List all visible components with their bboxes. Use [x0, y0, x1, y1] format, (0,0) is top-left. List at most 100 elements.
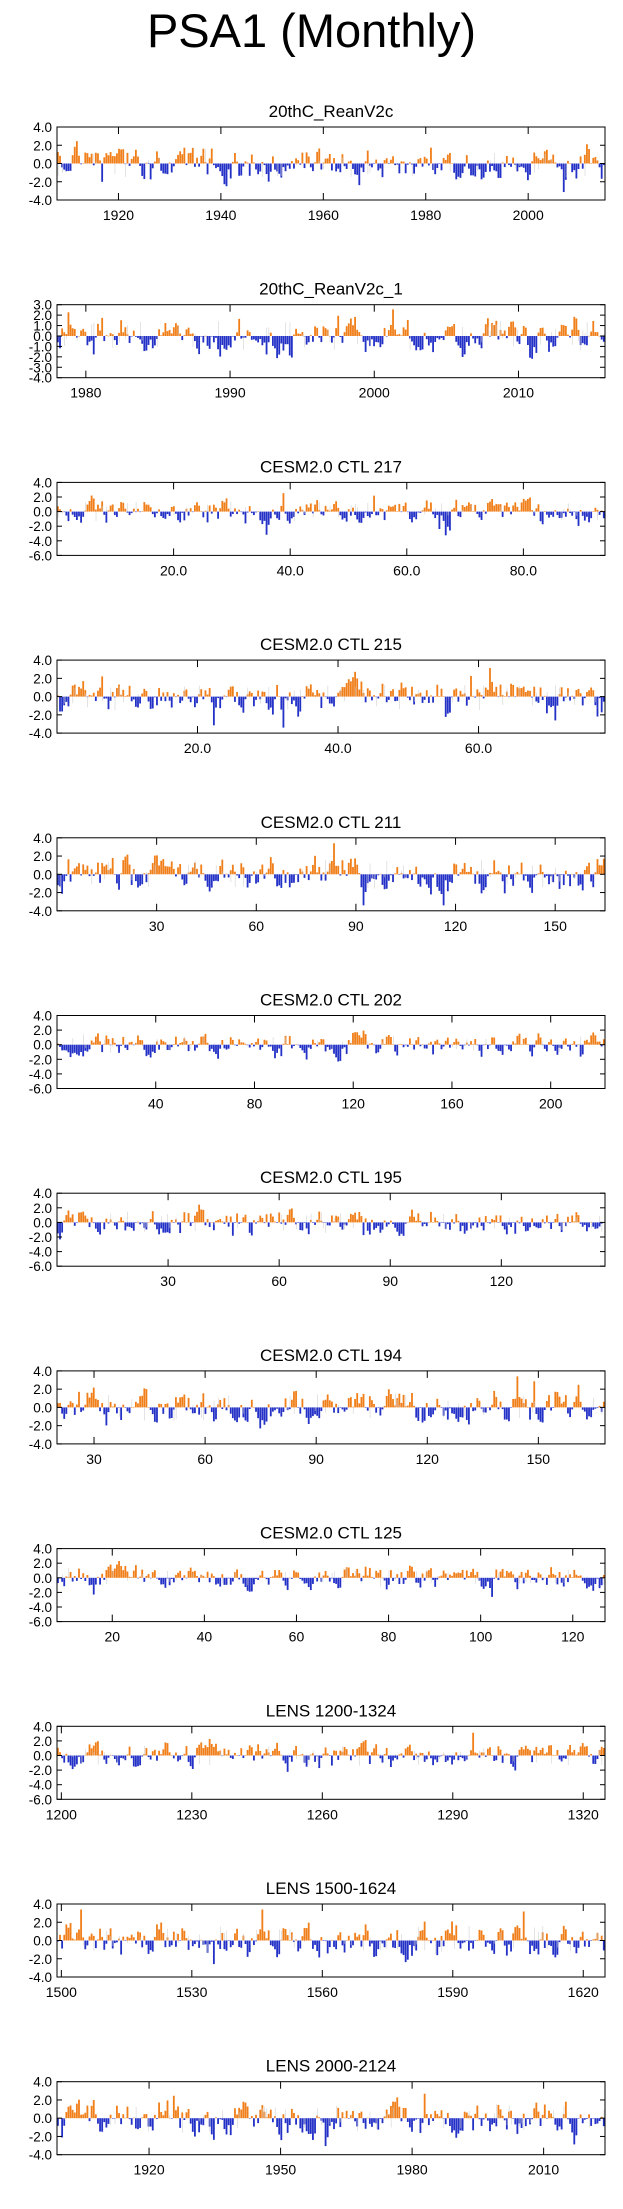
data-bar	[531, 161, 534, 164]
data-bar	[347, 323, 350, 336]
data-bar	[531, 1044, 534, 1057]
data-bar	[493, 325, 496, 336]
faint-bar	[416, 1755, 417, 1760]
data-bar	[208, 874, 211, 892]
data-bar	[312, 692, 314, 697]
data-bar	[468, 335, 470, 346]
data-bar	[577, 1576, 580, 1578]
data-bar	[548, 511, 550, 518]
faint-bar	[281, 163, 282, 177]
data-bar	[103, 1755, 106, 1760]
data-bar	[177, 154, 179, 164]
data-bar	[484, 687, 487, 697]
faint-bar	[222, 2110, 223, 2119]
data-bar	[101, 1044, 104, 1053]
data-bar	[581, 1222, 584, 1227]
data-bar	[318, 148, 321, 164]
data-bar	[305, 866, 308, 875]
data-bar	[141, 1222, 144, 1224]
data-bar	[78, 1044, 80, 1056]
y-tick-label: -2.0	[29, 519, 52, 534]
data-bar	[90, 1748, 93, 1756]
data-bar	[508, 1572, 510, 1578]
data-bar	[316, 1940, 319, 1952]
data-bar	[347, 2118, 350, 2119]
faint-bar	[258, 1219, 259, 1223]
data-bar	[335, 865, 338, 875]
data-bar	[527, 1748, 529, 1756]
data-bar	[527, 1407, 529, 1408]
data-bar	[183, 2118, 186, 2120]
data-bar	[335, 1403, 338, 1408]
data-bar	[69, 163, 72, 171]
data-bar	[236, 332, 238, 336]
data-bar	[577, 163, 580, 170]
data-bar	[299, 868, 302, 875]
data-bar	[200, 1036, 203, 1045]
data-bar	[111, 692, 114, 697]
data-bar	[221, 335, 224, 345]
data-bar	[381, 509, 384, 512]
data-bar	[181, 1221, 184, 1223]
faint-bar	[110, 1213, 112, 1223]
data-bar	[170, 696, 173, 708]
data-bar	[486, 1748, 489, 1756]
data-bar	[581, 874, 584, 891]
data-bar	[158, 1403, 160, 1408]
data-bar	[153, 2114, 156, 2119]
faint-bar	[519, 2118, 520, 2127]
data-bar	[238, 874, 241, 879]
data-bar	[109, 868, 112, 875]
data-bar	[257, 335, 260, 343]
data-bar	[375, 511, 378, 516]
data-bar	[86, 1575, 89, 1578]
data-bar	[529, 1222, 531, 1228]
faint-bar	[494, 2113, 495, 2119]
data-bar	[303, 696, 306, 699]
faint-bar	[173, 511, 175, 515]
data-bar	[379, 1569, 382, 1578]
data-bar	[548, 335, 550, 352]
data-bar	[442, 1222, 445, 1223]
data-bar	[600, 1935, 603, 1941]
data-bar	[290, 161, 293, 164]
faint-bar	[329, 335, 331, 343]
data-bar	[128, 864, 131, 875]
data-bar	[90, 1933, 93, 1941]
data-bar	[92, 1577, 95, 1595]
data-bar	[105, 1407, 108, 1426]
data-bar	[126, 1407, 129, 1412]
data-bar	[543, 874, 546, 878]
data-bar	[339, 1222, 342, 1227]
data-bar	[337, 1577, 340, 1589]
faint-bar	[57, 511, 59, 518]
data-bar	[394, 504, 397, 512]
data-bar	[499, 163, 502, 178]
data-bar	[349, 1213, 352, 1223]
data-bar	[234, 871, 236, 875]
data-bar	[198, 335, 201, 355]
data-bar	[497, 1746, 500, 1756]
faint-bar	[112, 1940, 114, 1947]
data-bar	[116, 511, 118, 517]
data-bar	[105, 696, 108, 699]
data-bar	[227, 689, 230, 697]
faint-bar	[319, 502, 320, 512]
faint-bar	[601, 1222, 603, 1232]
data-bar	[223, 1748, 226, 1756]
faint-bar	[251, 874, 253, 876]
data-bar	[90, 335, 93, 341]
data-bar	[484, 2113, 487, 2119]
data-bar	[240, 1222, 243, 1223]
data-bar	[250, 2116, 253, 2119]
data-bar	[295, 1746, 297, 1756]
data-bar	[229, 1940, 232, 1948]
faint-bar	[319, 1218, 320, 1223]
data-bar	[484, 1755, 487, 1757]
data-bar	[175, 323, 177, 336]
data-bar	[179, 511, 182, 523]
data-bar	[231, 511, 234, 515]
data-bar	[560, 324, 563, 336]
data-bar	[541, 1219, 544, 1223]
data-bar	[223, 1222, 226, 1224]
